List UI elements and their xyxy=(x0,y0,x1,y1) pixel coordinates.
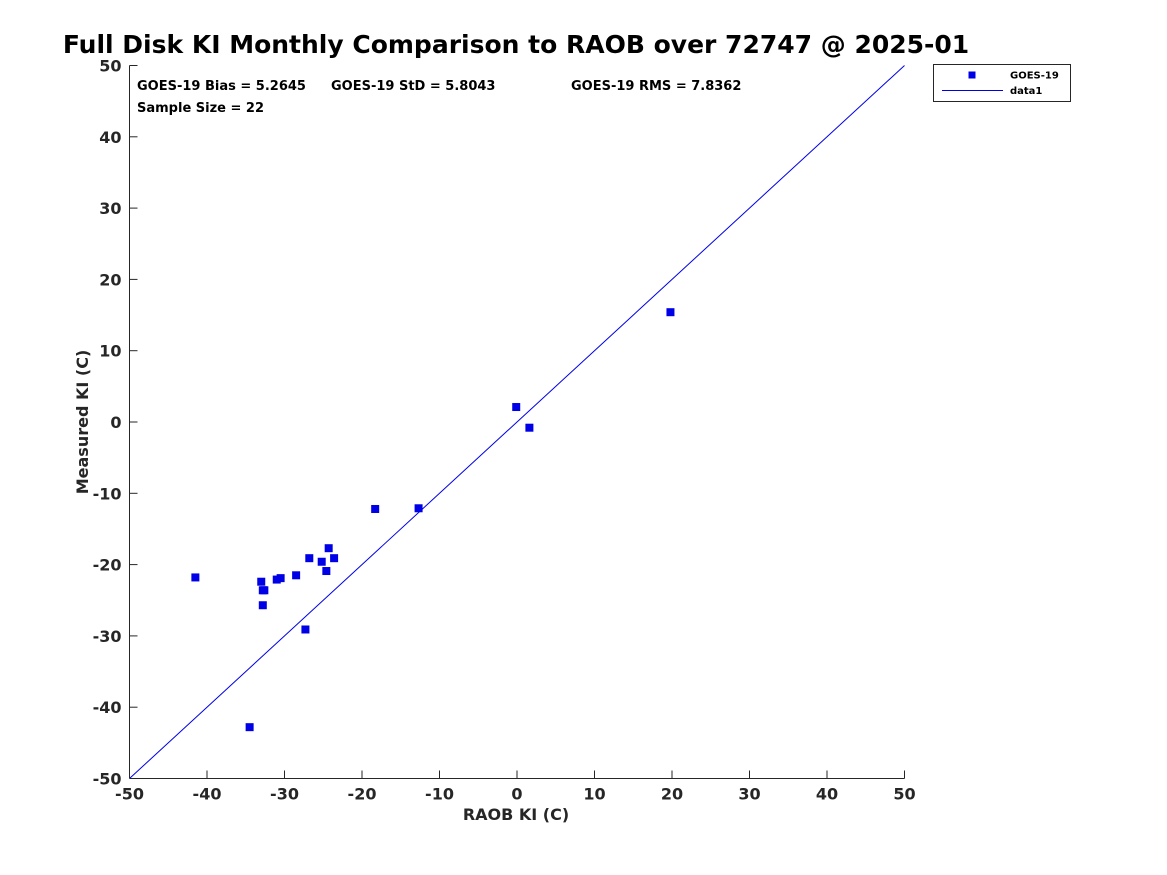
series-line-data1 xyxy=(129,65,905,779)
x-tick-label: -40 xyxy=(193,785,222,804)
data-point xyxy=(525,423,534,432)
point-layer xyxy=(191,308,675,732)
y-tick-label: -40 xyxy=(93,698,122,717)
rms-stat: GOES-19 RMS = 7.8362 xyxy=(571,79,741,94)
legend-box xyxy=(933,64,1071,102)
data-point xyxy=(512,403,521,412)
legend-label-data1: data1 xyxy=(1010,86,1042,97)
sample-size-stat: Sample Size = 22 xyxy=(137,101,264,116)
x-tick-label: 10 xyxy=(583,785,605,804)
data-point xyxy=(322,567,331,576)
data-point xyxy=(191,573,200,582)
data-point xyxy=(324,544,333,553)
data-point xyxy=(414,504,423,513)
x-tick-label: 30 xyxy=(738,785,760,804)
x-tick-label: -30 xyxy=(270,785,299,804)
x-tick-label: 50 xyxy=(893,785,915,804)
data-point xyxy=(257,577,266,586)
x-axis-label: RAOB KI (C) xyxy=(463,805,569,824)
data-point xyxy=(305,554,314,563)
y-ticks: 50 40 30 20 10 0 -10 -20 -30 -40 -50 xyxy=(93,57,138,789)
x-tick-label: 40 xyxy=(816,785,838,804)
data-point xyxy=(260,586,269,595)
y-tick-label: -20 xyxy=(93,556,122,575)
data-point xyxy=(245,723,254,732)
y-tick-label: 20 xyxy=(99,270,121,289)
x-tick-label: 20 xyxy=(661,785,683,804)
data-point xyxy=(301,625,310,634)
data-point xyxy=(330,554,339,563)
line-layer xyxy=(129,65,905,779)
data-point xyxy=(371,504,380,513)
data-point xyxy=(666,308,675,317)
y-tick-label: 40 xyxy=(99,128,121,147)
data-point xyxy=(292,571,301,580)
x-tick-label: -50 xyxy=(115,785,144,804)
y-tick-label: 10 xyxy=(99,342,121,361)
y-tick-label: 30 xyxy=(99,199,121,218)
legend: GOES-19 data1 xyxy=(933,64,1071,102)
x-tick-label: -20 xyxy=(348,785,377,804)
x-tick-label: 0 xyxy=(511,785,522,804)
x-tick-label: -10 xyxy=(425,785,454,804)
y-tick-label: -30 xyxy=(93,627,122,646)
data-point xyxy=(258,601,267,610)
data-point xyxy=(317,557,326,566)
chart-title: Full Disk KI Monthly Comparison to RAOB … xyxy=(63,30,969,59)
bias-stat: GOES-19 Bias = 5.2645 xyxy=(137,79,306,94)
std-stat: GOES-19 StD = 5.8043 xyxy=(331,79,495,94)
y-tick-label: -50 xyxy=(93,770,122,789)
legend-marker-goes-19 xyxy=(968,71,976,79)
y-axis-label: Measured KI (C) xyxy=(73,350,92,495)
x-ticks: -50 -40 -30 -20 -10 0 10 20 30 40 50 xyxy=(115,770,916,804)
y-tick-label: 50 xyxy=(99,57,121,76)
data-point xyxy=(276,574,285,583)
legend-label-goes-19: GOES-19 xyxy=(1010,71,1059,82)
y-tick-label: -10 xyxy=(93,484,122,503)
y-tick-label: 0 xyxy=(110,413,121,432)
